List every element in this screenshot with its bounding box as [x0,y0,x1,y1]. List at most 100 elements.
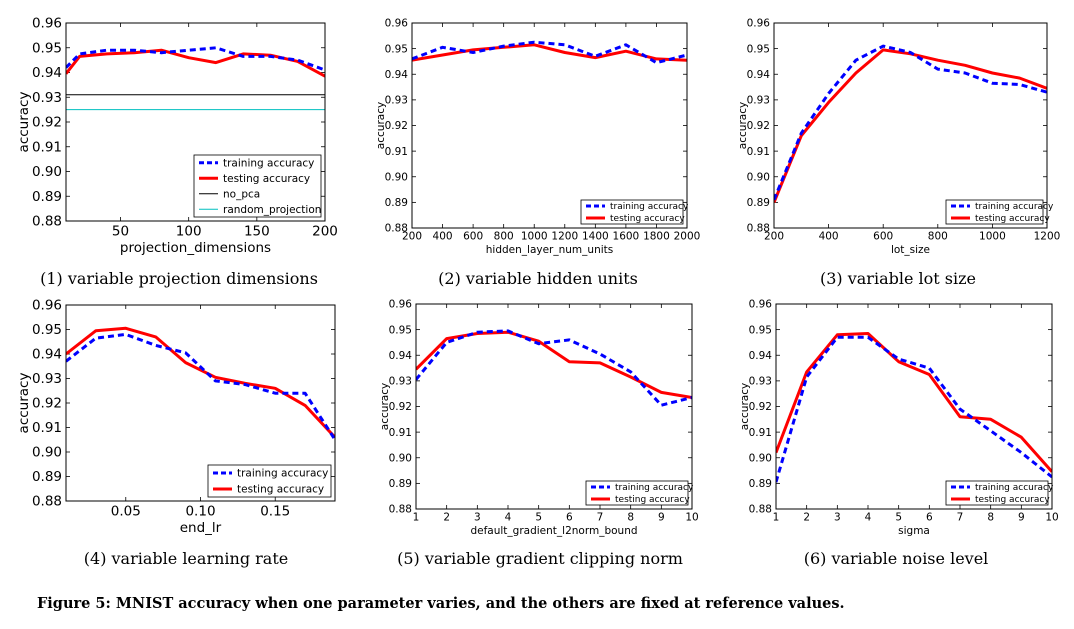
x-axis-label: projection_dimensions [120,240,271,256]
series-group [416,329,692,407]
legend-entry: random_projection [223,204,321,216]
x-tick-label: 1 [413,512,420,524]
subfigure-caption: (6) variable noise level [804,549,989,568]
y-tick-label: 0.88 [385,223,408,235]
y-tick-label: 0.89 [747,197,770,209]
plot-frame [65,304,336,502]
chart-4: 0.88 0.89 0.90 0.91 0.92 0.93 0.94 0.95 0.96 0.05… [16,298,336,568]
chart-5: 0.88 0.89 0.90 0.91 0.92 0.93 0.94 0.95 0.96 1 2 3 4… [379,299,699,568]
plot-frame [775,303,1053,510]
x-tick-label: 150 [244,224,270,240]
y-tick-label: 0.95 [389,324,412,336]
legend: training accuracy testing accuracy [945,199,1054,225]
y-tick-label: 0.93 [749,376,772,388]
y-tick-label: 0.91 [32,420,62,436]
y-tick-label: 0.94 [32,65,62,81]
x-tick-label: 1800 [643,231,670,243]
y-tick-label: 0.91 [32,139,62,155]
x-tick-label: 10 [1045,512,1058,524]
y-tick-label: 0.89 [32,469,62,485]
x-tick-label: 200 [764,231,784,243]
subfigure-caption: (1) variable projection dimensions [40,269,318,288]
legend-entry: testing accuracy [223,173,310,185]
y-tick-label: 0.90 [32,445,62,461]
x-tick-label: 200 [402,231,422,243]
y-tick-label: 0.93 [747,95,770,107]
legend-box [945,480,1049,506]
y-tick-label: 0.94 [32,347,62,363]
x-tick-label: 0.15 [260,504,290,520]
y-tick-label: 0.95 [32,322,62,338]
plot-frame [415,303,693,510]
legend-entry: training accuracy [223,157,314,169]
x-tick-label: 400 [819,231,839,243]
x-tick-label: 1 [773,512,780,524]
x-axis-label: end_lr [180,520,222,536]
x-tick-label: 7 [957,512,964,524]
y-tick-label: 0.90 [747,171,770,183]
y-tick-label: 0.89 [389,478,412,490]
subfigure-caption: (3) variable lot size [820,269,976,288]
subfigure-caption: (4) variable learning rate [84,549,288,568]
y-axis-label: accuracy [379,383,391,430]
subfigure-caption: (2) variable hidden units [438,269,638,288]
series-line-training [412,40,687,65]
y-tick-label: 0.94 [389,350,413,362]
x-tick-label: 1000 [979,231,1006,243]
y-tick-label: 0.90 [389,452,412,464]
x-tick-label: 2000 [674,231,701,243]
y-tick-label: 0.92 [32,396,62,412]
x-tick-label: 0.05 [111,504,141,520]
x-tick-label: 10 [685,512,698,524]
x-tick-label: 9 [658,512,665,524]
plot-frame [65,22,326,222]
x-tick-label: 6 [926,512,933,524]
legend-entry: training accuracy [610,202,689,212]
series-line-training [774,44,1047,201]
chart-1: 0.88 0.89 0.90 0.91 0.92 0.93 0.94 0.95 0.96 50 10… [16,16,338,288]
legend: training accuracy testing accuracy [207,464,332,498]
y-tick-label: 0.90 [385,171,408,183]
x-tick-label: 100 [176,224,202,240]
legend-entry: training accuracy [237,468,328,480]
x-tick-label: 800 [494,231,514,243]
legend: training accuracy testing accuracy no_pcar… [193,154,321,218]
x-tick-label: 600 [463,231,483,243]
x-tick-label: 1200 [551,231,578,243]
series-line-training [66,332,335,441]
figure-caption: Figure 5: MNIST accuracy when one parame… [37,595,845,612]
x-tick-label: 1200 [1034,231,1061,243]
x-tick-label: 1400 [582,231,609,243]
x-axis-label: sigma [898,525,930,537]
x-tick-label: 1600 [613,231,640,243]
series-line-training [776,335,1052,483]
legend-entry: no_pca [223,188,260,200]
y-tick-label: 0.93 [32,90,62,106]
x-tick-label: 400 [433,231,453,243]
y-tick-label: 0.96 [385,18,409,30]
x-axis-label: lot_size [891,244,930,256]
legend-entry: testing accuracy [237,484,324,496]
legend-entry: training accuracy [975,483,1054,493]
x-tick-label: 200 [312,224,338,240]
x-tick-label: 50 [112,224,129,240]
y-axis-label: accuracy [16,92,32,153]
y-tick-label: 0.94 [747,69,771,81]
y-tick-label: 0.96 [389,299,413,311]
legend-entry: training accuracy [975,202,1054,212]
plot-frame [411,22,688,229]
x-tick-label: 7 [597,512,604,524]
chart-2: 0.88 0.89 0.90 0.91 0.92 0.93 0.94 0.95 0.96 200 4… [375,18,700,288]
y-tick-label: 0.94 [749,350,773,362]
y-tick-label: 0.96 [749,299,773,311]
y-tick-label: 0.93 [389,376,412,388]
y-tick-label: 0.93 [385,95,408,107]
y-tick-label: 0.92 [32,115,62,131]
y-tick-label: 0.92 [749,401,772,413]
series-line-testing [416,330,692,399]
legend-box [580,199,684,225]
y-tick-label: 0.89 [749,478,772,490]
y-tick-label: 0.95 [749,324,772,336]
x-tick-label: 600 [873,231,893,243]
series-line-training [66,46,325,72]
